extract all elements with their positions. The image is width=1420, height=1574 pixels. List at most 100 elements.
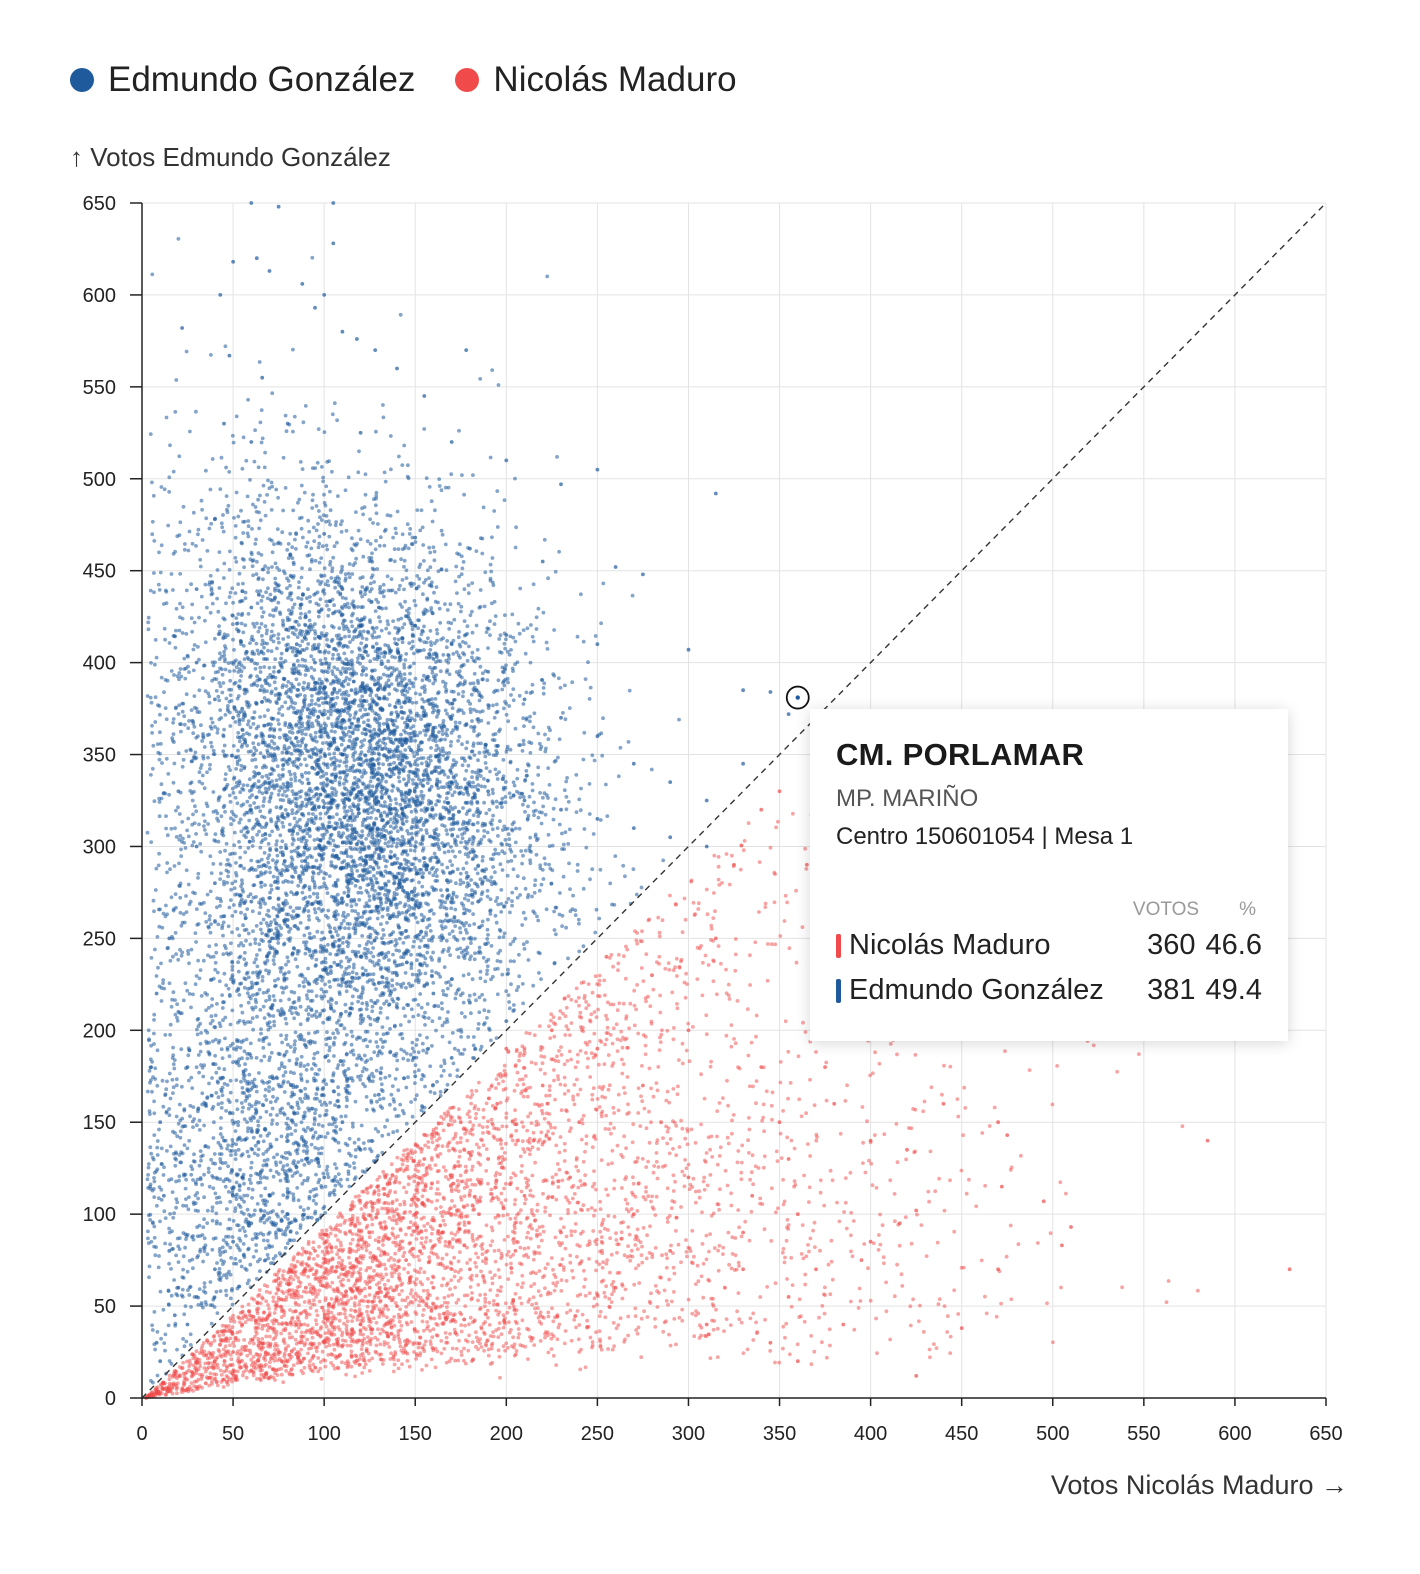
gonzalez-point <box>513 854 517 859</box>
gonzalez-point <box>325 891 330 895</box>
gonzalez-point <box>533 878 538 882</box>
gonzalez-point <box>296 585 301 590</box>
gonzalez-point <box>347 634 352 639</box>
gonzalez-point <box>271 758 276 763</box>
gonzalez-point <box>413 691 418 696</box>
gonzalez-point <box>325 547 330 552</box>
gonzalez-point <box>343 604 348 609</box>
gonzalez-point <box>258 1134 263 1138</box>
gonzalez-point <box>301 420 306 425</box>
gonzalez-point <box>275 1122 279 1126</box>
gonzalez-point <box>366 833 371 838</box>
gonzalez-point <box>320 833 325 837</box>
gonzalez-point <box>489 944 494 948</box>
gonzalez-point <box>451 813 456 817</box>
gonzalez-point <box>284 846 288 850</box>
gonzalez-point <box>230 1138 235 1142</box>
gonzalez-point <box>215 896 220 901</box>
gonzalez-point <box>504 900 509 905</box>
gonzalez-point <box>470 581 475 585</box>
gonzalez-point <box>227 699 232 704</box>
gonzalez-point <box>450 929 455 934</box>
gonzalez-point <box>527 794 532 799</box>
gonzalez-point <box>207 582 212 587</box>
gonzalez-point <box>308 1189 313 1194</box>
gonzalez-point <box>250 1016 255 1021</box>
gonzalez-point <box>178 910 183 915</box>
gonzalez-point <box>471 744 476 748</box>
gonzalez-point <box>174 1179 178 1184</box>
legend-item-maduro[interactable]: Nicolás Maduro <box>455 60 737 100</box>
gonzalez-point <box>458 655 462 660</box>
gonzalez-point <box>440 926 445 931</box>
gonzalez-point <box>317 885 322 890</box>
gonzalez-point <box>381 672 386 677</box>
gonzalez-point <box>534 615 539 620</box>
gonzalez-point <box>546 766 551 770</box>
gonzalez-point <box>165 861 170 865</box>
gonzalez-point <box>422 624 426 629</box>
gonzalez-point <box>432 641 437 646</box>
gonzalez-point <box>461 806 465 810</box>
gonzalez-point <box>179 953 184 958</box>
gonzalez-point <box>240 611 245 616</box>
gonzalez-point <box>289 781 293 786</box>
gonzalez-point <box>248 641 252 645</box>
gonzalez-point <box>152 1179 157 1184</box>
gonzalez-point <box>296 669 301 674</box>
gonzalez-point <box>462 619 467 623</box>
gonzalez-point <box>240 1109 245 1114</box>
gonzalez-point <box>262 1016 267 1020</box>
gonzalez-point <box>193 931 198 935</box>
gonzalez-point <box>169 826 174 831</box>
gonzalez-point <box>241 630 246 635</box>
gonzalez-point <box>488 897 493 902</box>
gonzalez-point <box>435 1079 439 1084</box>
gonzalez-point <box>360 775 364 779</box>
gonzalez-point <box>332 1089 337 1094</box>
gonzalez-point <box>154 655 159 660</box>
gonzalez-point <box>260 975 265 979</box>
gonzalez-point <box>335 812 339 817</box>
gonzalez-point <box>309 698 314 703</box>
gonzalez-point <box>238 855 243 860</box>
gonzalez-point <box>490 787 495 792</box>
legend-item-gonzalez[interactable]: Edmundo González <box>70 60 415 100</box>
gonzalez-point <box>434 585 439 589</box>
gonzalez-point <box>263 1198 267 1203</box>
gonzalez-point <box>251 573 256 578</box>
gonzalez-point <box>215 1311 220 1315</box>
gonzalez-point <box>464 861 469 865</box>
gonzalez-point <box>608 881 613 886</box>
gonzalez-point <box>500 972 505 977</box>
gonzalez-point <box>303 673 308 677</box>
gonzalez-point <box>182 656 187 661</box>
gonzalez-point <box>204 516 209 521</box>
gonzalez-point <box>307 865 311 870</box>
gonzalez-point <box>227 567 232 572</box>
gonzalez-point <box>308 595 312 599</box>
gonzalez-point <box>203 991 208 995</box>
gonzalez-point <box>392 760 396 765</box>
gonzalez-point <box>418 1033 422 1037</box>
gonzalez-point <box>251 502 255 507</box>
gonzalez-point <box>156 582 161 587</box>
gonzalez-point <box>375 1053 380 1058</box>
gonzalez-point <box>567 827 572 832</box>
gonzalez-point <box>239 910 243 915</box>
gonzalez-point <box>233 524 238 528</box>
gonzalez-point <box>273 657 278 662</box>
gonzalez-point <box>180 820 185 824</box>
gonzalez-point <box>393 797 398 802</box>
gonzalez-point <box>380 1025 385 1029</box>
gonzalez-point <box>218 684 223 689</box>
gonzalez-point <box>302 1178 307 1183</box>
gonzalez-point <box>458 674 462 678</box>
gonzalez-point <box>323 982 327 987</box>
gonzalez-point <box>524 769 529 773</box>
gonzalez-point <box>460 826 465 831</box>
gonzalez-point <box>312 539 317 543</box>
gonzalez-point <box>500 805 504 809</box>
gonzalez-point <box>177 837 182 842</box>
